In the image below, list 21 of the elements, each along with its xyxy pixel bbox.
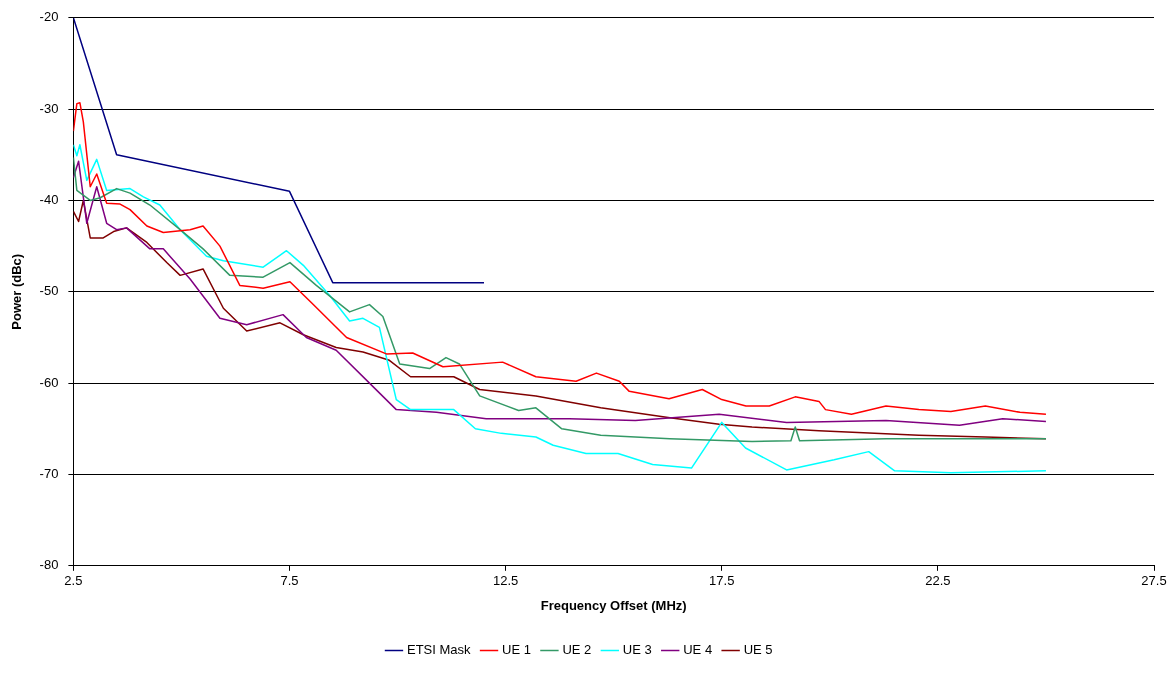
legend-label: UE 1: [502, 642, 531, 658]
y-tick-label: -30: [39, 100, 59, 116]
x-tick-label: 12.5: [492, 573, 519, 589]
x-tick-label: 7.5: [280, 573, 299, 589]
y-tick-label: -70: [39, 466, 59, 482]
x-tick-label: 22.5: [925, 573, 951, 589]
x-tick-label: 27.5: [1141, 573, 1167, 589]
y-tick-label: -40: [39, 192, 59, 208]
x-tick-label: 17.5: [709, 573, 735, 589]
x-tick-label: 2.5: [64, 573, 83, 589]
legend-label: UE 4: [683, 642, 713, 658]
legend-label: UE 3: [622, 642, 652, 658]
y-tick-label: -50: [39, 283, 59, 299]
legend-label: ETSI Mask: [406, 642, 472, 658]
x-axis-title: Frequency Offset (MHz): [540, 597, 687, 613]
y-tick-label: -20: [39, 9, 59, 25]
y-tick-label: -60: [39, 374, 59, 390]
legend-label: UE 5: [743, 642, 773, 658]
y-axis-title: Power (dBc): [9, 253, 25, 330]
y-tick-label: -80: [39, 557, 59, 573]
legend-label: UE 2: [562, 642, 592, 658]
